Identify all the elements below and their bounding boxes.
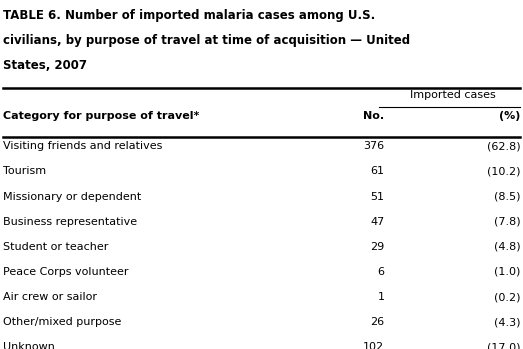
Text: 6: 6: [378, 267, 384, 277]
Text: 1: 1: [378, 292, 384, 302]
Text: 376: 376: [363, 141, 384, 151]
Text: Missionary or dependent: Missionary or dependent: [3, 192, 141, 201]
Text: Air crew or sailor: Air crew or sailor: [3, 292, 97, 302]
Text: civilians, by purpose of travel at time of acquisition — United: civilians, by purpose of travel at time …: [3, 34, 410, 47]
Text: Category for purpose of travel*: Category for purpose of travel*: [3, 111, 199, 121]
Text: Imported cases: Imported cases: [410, 90, 495, 101]
Text: (10.2): (10.2): [487, 166, 520, 176]
Text: Unknown: Unknown: [3, 342, 54, 349]
Text: 29: 29: [370, 242, 384, 252]
Text: TABLE 6. Number of imported malaria cases among U.S.: TABLE 6. Number of imported malaria case…: [3, 9, 375, 22]
Text: 61: 61: [370, 166, 384, 176]
Text: (0.2): (0.2): [494, 292, 520, 302]
Text: Peace Corps volunteer: Peace Corps volunteer: [3, 267, 128, 277]
Text: Visiting friends and relatives: Visiting friends and relatives: [3, 141, 162, 151]
Text: (%): (%): [499, 111, 520, 121]
Text: (4.8): (4.8): [494, 242, 520, 252]
Text: (17.0): (17.0): [487, 342, 520, 349]
Text: States, 2007: States, 2007: [3, 59, 87, 72]
Text: (8.5): (8.5): [494, 192, 520, 201]
Text: 26: 26: [370, 317, 384, 327]
Text: No.: No.: [363, 111, 384, 121]
Text: Tourism: Tourism: [3, 166, 46, 176]
Text: Student or teacher: Student or teacher: [3, 242, 108, 252]
Text: 102: 102: [363, 342, 384, 349]
Text: (4.3): (4.3): [494, 317, 520, 327]
Text: Other/mixed purpose: Other/mixed purpose: [3, 317, 121, 327]
Text: 51: 51: [370, 192, 384, 201]
Text: Business representative: Business representative: [3, 217, 137, 227]
Text: (1.0): (1.0): [494, 267, 520, 277]
Text: 47: 47: [370, 217, 384, 227]
Text: (62.8): (62.8): [487, 141, 520, 151]
Text: (7.8): (7.8): [494, 217, 520, 227]
